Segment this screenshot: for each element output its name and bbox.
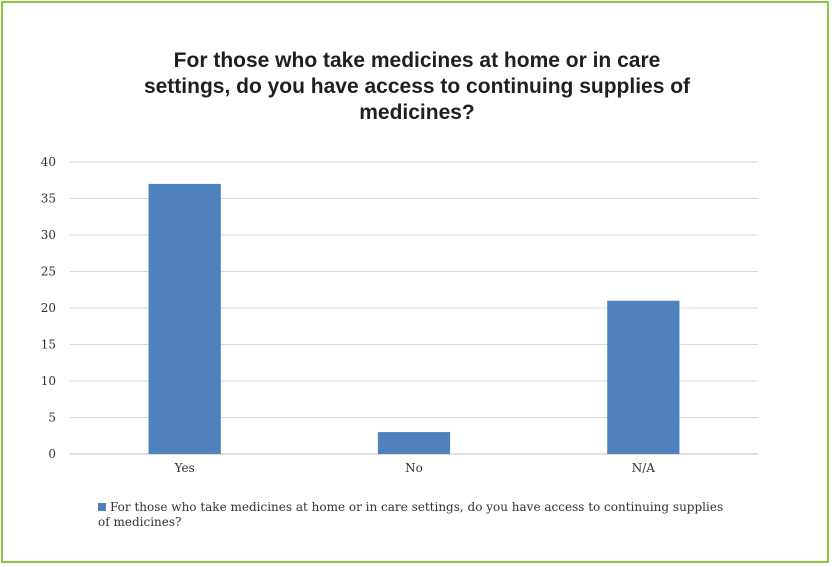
bar-na [607,300,680,454]
legend: For those who take medicines at home or … [98,500,738,530]
legend-label: For those who take medicines at home or … [98,500,724,529]
y-tick-label: 30 [41,228,56,242]
x-tick-label: Yes [174,461,195,475]
y-tick-label: 0 [48,447,56,461]
y-tick-labels: 0 5 10 15 20 25 30 35 40 [41,155,56,461]
bars [148,183,680,454]
y-tick-label: 10 [41,374,56,388]
y-tick-label: 15 [41,338,56,352]
bar-no [377,432,451,454]
y-tick-label: 25 [41,265,56,279]
y-tick-label: 35 [41,192,56,206]
x-tick-label: No [405,461,423,475]
y-tick-label: 20 [41,301,56,315]
x-tick-labels: Yes No N/A [174,461,656,475]
bar-yes [148,183,221,454]
y-tick-label: 5 [48,411,56,425]
x-tick-label: N/A [632,461,656,475]
chart-title: For those who take medicines at home or … [143,49,691,124]
y-tick-label: 40 [41,155,56,169]
legend-swatch [98,503,106,511]
